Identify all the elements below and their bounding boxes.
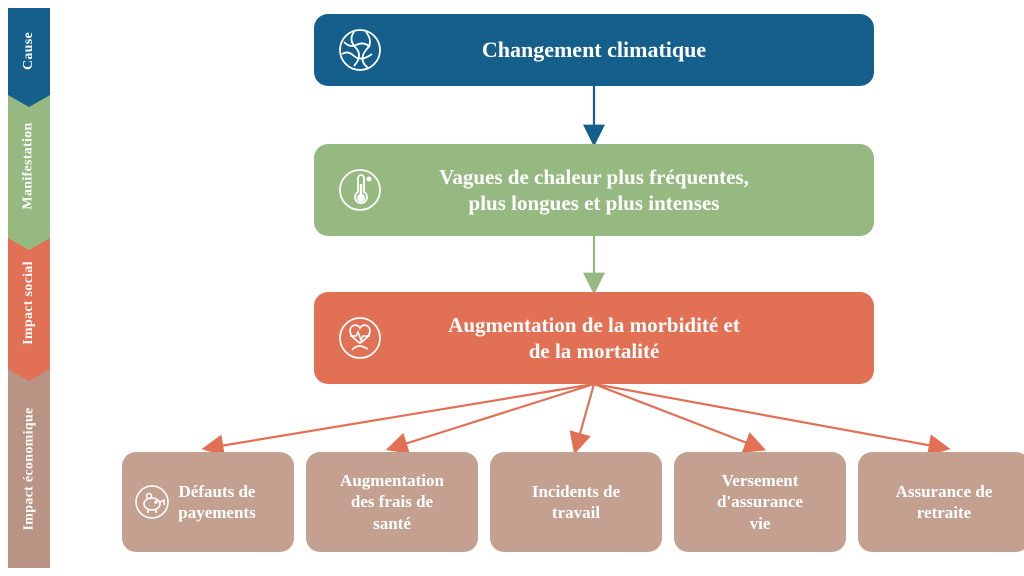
sidebar-segment-eco: Impact économique	[8, 369, 50, 568]
sidebar-segment-cause: Cause	[8, 8, 50, 95]
leaf-incidents-label: Incidents de travail	[516, 481, 636, 524]
node-cause: Changement climatique	[314, 14, 874, 86]
sidebar-segment-manifestation: Manifestation	[8, 95, 50, 238]
piggy-icon	[134, 484, 170, 520]
node-leaf-incidents: Incidents de travail	[490, 452, 662, 552]
sidebar-label-manifestation: Manifestation	[21, 123, 37, 210]
leaf-assvie-label: Versement d'assurance vie	[689, 470, 830, 534]
sidebar-segment-social: Impact social	[8, 238, 50, 370]
sidebar-label-eco: Impact économique	[21, 407, 37, 530]
leaf-frais-label: Augmentation des frais de santé	[321, 470, 462, 534]
node-leaf-assvie: Versement d'assurance vie	[674, 452, 846, 552]
node-leaf-defauts: Défauts de payements	[122, 452, 294, 552]
node-social: Augmentation de la morbidité et de la mo…	[314, 292, 874, 384]
stage-sidebar: Cause Manifestation Impact social Impact…	[8, 8, 50, 568]
globe-icon	[336, 26, 384, 74]
sidebar-label-cause: Cause	[21, 32, 37, 70]
leaf-retraite-label: Assurance de retraite	[880, 481, 1009, 524]
node-manifestation-label: Vagues de chaleur plus fréquentes, plus …	[423, 164, 765, 217]
node-cause-label: Changement climatique	[466, 36, 722, 64]
sidebar-label-social: Impact social	[21, 262, 37, 346]
node-social-label: Augmentation de la morbidité et de la mo…	[432, 312, 756, 365]
thermometer-icon	[336, 166, 384, 214]
node-leaf-retraite: Assurance de retraite	[858, 452, 1024, 552]
node-manifestation: Vagues de chaleur plus fréquentes, plus …	[314, 144, 874, 236]
diagram-canvas: Changement climatique Vagues de chaleur …	[50, 0, 1024, 576]
health-icon	[336, 314, 384, 362]
node-leaf-frais: Augmentation des frais de santé	[306, 452, 478, 552]
